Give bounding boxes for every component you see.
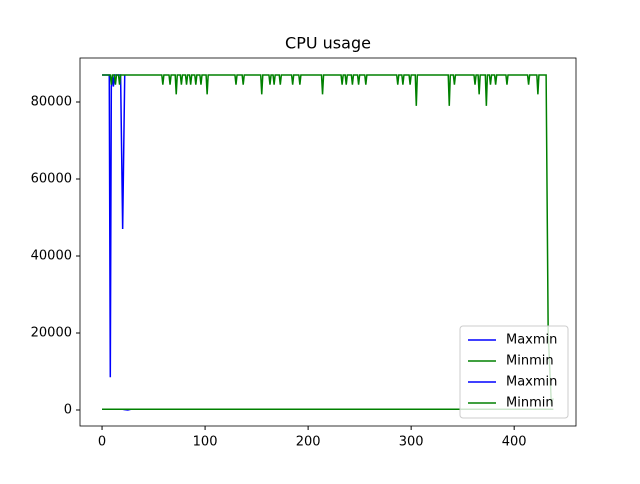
x-tick-label: 200 <box>296 435 321 450</box>
series-line <box>102 74 554 406</box>
y-tick-label: 0 <box>64 402 72 417</box>
chart-title: CPU usage <box>285 34 371 53</box>
legend-label: Maxmin <box>506 333 557 348</box>
x-tick-label: 300 <box>399 435 424 450</box>
y-tick-label: 60000 <box>31 171 72 186</box>
legend-box <box>459 325 569 419</box>
y-tick-label: 40000 <box>31 248 72 263</box>
plot-frame <box>79 57 577 427</box>
legend-label: Maxmin <box>506 375 557 390</box>
legend-label: Minmin <box>506 396 554 411</box>
x-tick-label: 100 <box>193 435 218 450</box>
y-tick-label: 20000 <box>31 325 72 340</box>
y-tick-label: 80000 <box>31 95 72 110</box>
x-tick-label: 0 <box>98 435 106 450</box>
x-tick-label: 400 <box>502 435 527 450</box>
series-line <box>102 74 126 378</box>
legend-label: Minmin <box>506 354 554 369</box>
